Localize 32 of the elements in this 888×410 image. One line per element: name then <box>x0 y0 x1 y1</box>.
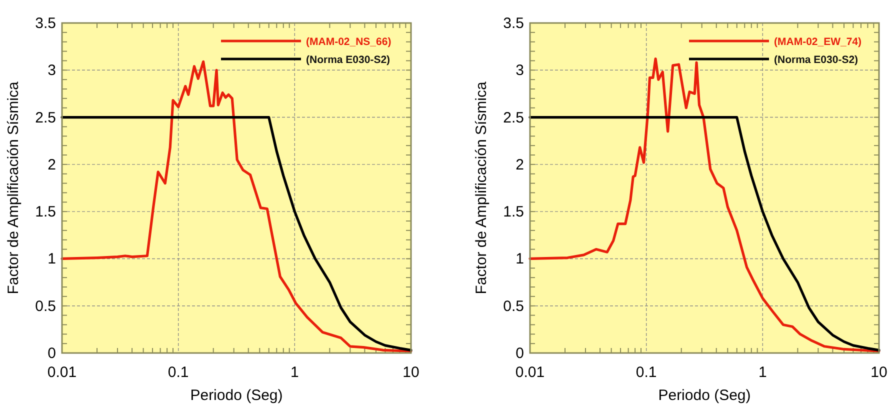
y-tick-label: 3.5 <box>503 15 524 32</box>
text: (Norma E030-S2) <box>306 54 390 66</box>
y-tick-label: 0 <box>48 345 56 362</box>
y-tick-label: 1.5 <box>503 204 524 221</box>
x-tick-label: 10 <box>402 364 420 381</box>
text: (Norma E030-S2) <box>774 54 858 66</box>
y-tick-label: 3.5 <box>35 15 56 32</box>
x-tick-label: 10 <box>870 364 888 381</box>
y-tick-label: 2 <box>48 156 56 174</box>
y-tick-label: 3 <box>516 62 524 80</box>
y-tick-label: 0.5 <box>503 298 524 315</box>
text: (MAM-02_EW_74) <box>774 36 862 48</box>
y-tick-label: 0.5 <box>35 298 56 315</box>
x-tick-label: 1 <box>290 364 299 381</box>
x-tick-label: 0.1 <box>168 364 189 381</box>
y-axis-title: Factor de Amplificación Sísmica <box>5 81 22 294</box>
y-tick-label: 0 <box>516 345 524 362</box>
x-tick-label: 0.01 <box>515 364 545 381</box>
y-tick-label: 1.5 <box>35 204 56 221</box>
y-tick-label: 1 <box>48 250 56 268</box>
x-axis-title: Periodo (Seg) <box>190 387 283 404</box>
x-tick-label: 0.01 <box>47 364 77 381</box>
y-tick-label: 3 <box>48 62 56 80</box>
y-tick-label: 2.5 <box>503 109 524 126</box>
x-axis-title: Periodo (Seg) <box>658 387 751 404</box>
x-tick-label: 1 <box>758 364 767 381</box>
y-tick-label: 2 <box>516 156 524 174</box>
y-tick-label: 1 <box>516 250 524 268</box>
y-axis-title: Factor de Amplificación Sísmica <box>473 81 490 294</box>
y-tick-label: 2.5 <box>35 109 56 126</box>
text: (MAM-02_NS_66) <box>306 36 392 48</box>
x-tick-label: 0.1 <box>636 364 657 381</box>
